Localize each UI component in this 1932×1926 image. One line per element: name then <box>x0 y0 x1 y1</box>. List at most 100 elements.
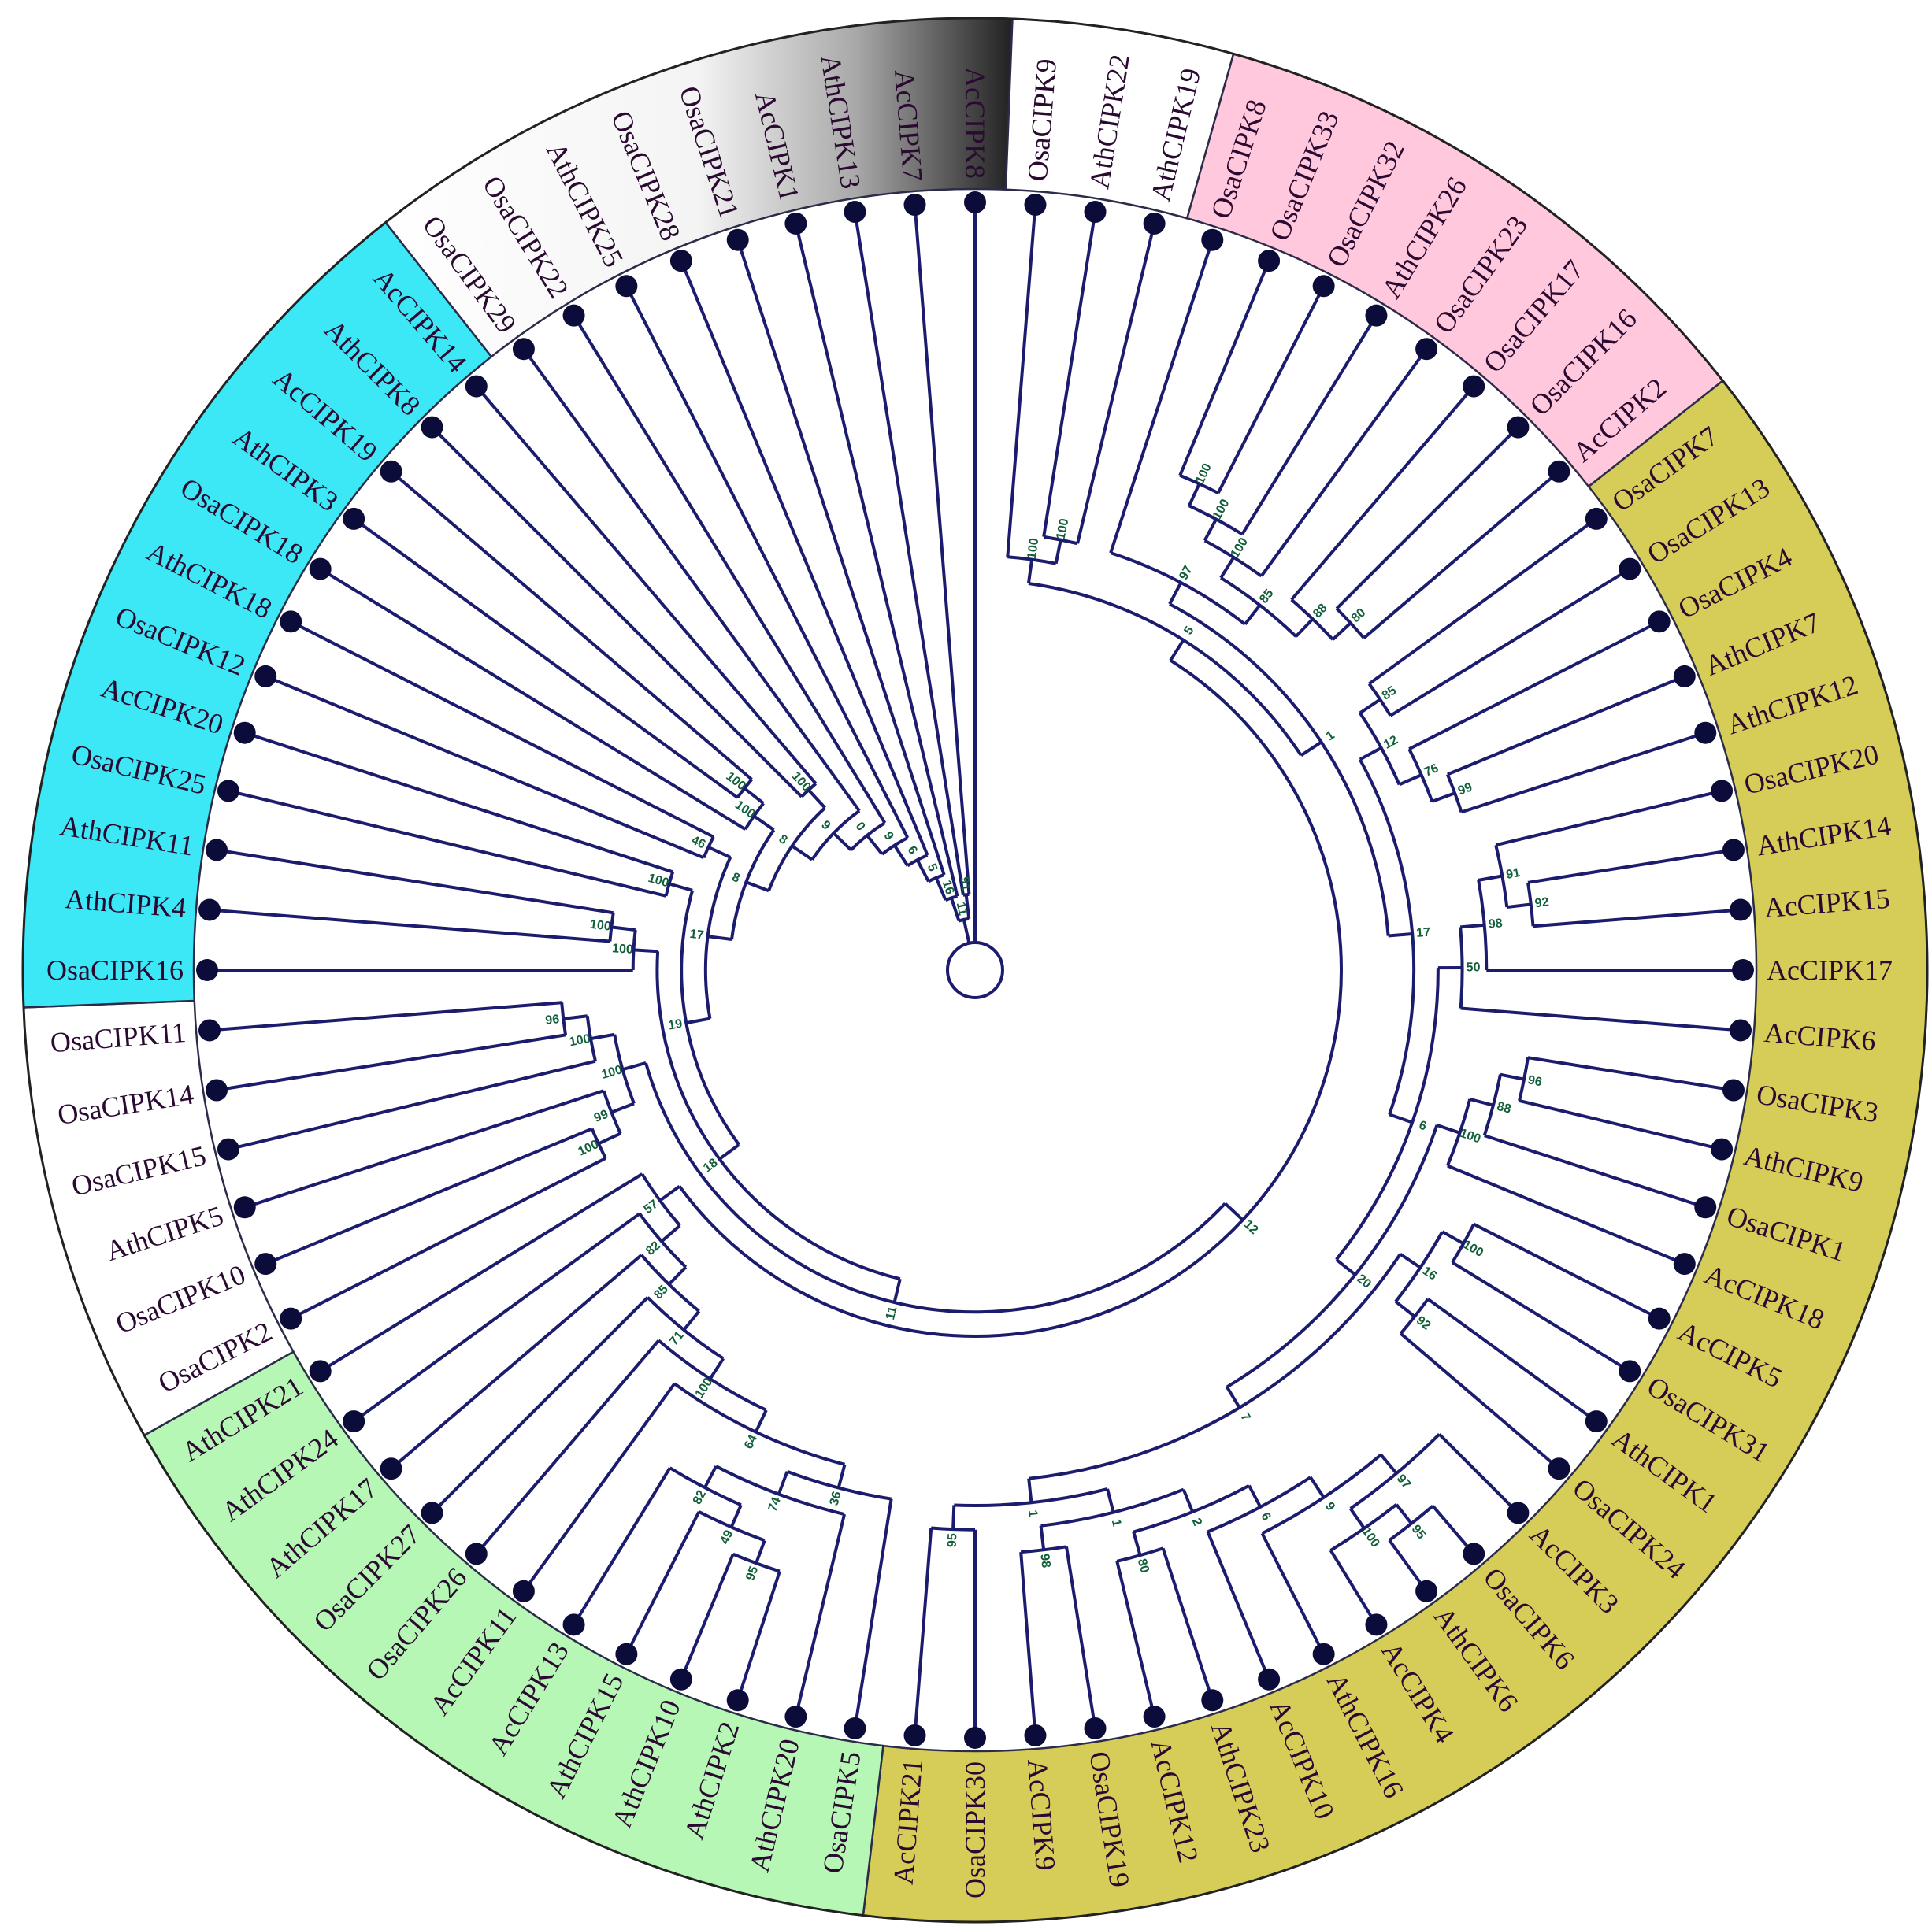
leaf-node <box>1732 959 1754 981</box>
branch <box>1065 1546 1097 1729</box>
leaf-node <box>1415 338 1438 361</box>
branch <box>680 1553 735 1680</box>
branch-arc <box>613 1034 636 1105</box>
branch <box>1359 698 1381 715</box>
branch <box>1400 1332 1560 1470</box>
leaf-node <box>1415 1580 1438 1602</box>
bootstrap-value: 96 <box>544 1013 560 1028</box>
branch <box>1408 620 1660 750</box>
branch-arc <box>678 659 1343 1338</box>
leaf-node <box>421 416 443 439</box>
branch <box>1335 1258 1356 1276</box>
bootstrap-value: 100 <box>612 942 634 957</box>
branch <box>390 1254 643 1470</box>
leaf-node <box>196 959 218 981</box>
branch <box>1206 1531 1270 1680</box>
leaf-node <box>784 1706 807 1728</box>
leaf-node <box>380 1457 402 1480</box>
bootstrap-value: 2 <box>1189 1517 1204 1528</box>
branch <box>1478 874 1503 882</box>
leaf-node <box>1312 1643 1335 1665</box>
branch <box>807 788 826 809</box>
branch <box>1168 582 1183 606</box>
leaf-node <box>726 1689 749 1712</box>
leaf-label: OsaCIPK30 <box>959 1761 991 1898</box>
bootstrap-value: 91 <box>1505 866 1522 882</box>
branch <box>1438 1433 1519 1514</box>
leaf-node <box>1694 1196 1717 1219</box>
leaf-node <box>615 275 638 298</box>
leaf-node <box>233 721 256 744</box>
branch <box>794 1513 847 1717</box>
branch <box>832 832 852 851</box>
leaf-label: OsaCIPK16 <box>46 954 184 986</box>
branch <box>1294 617 1315 638</box>
leaf-node <box>380 460 402 483</box>
leaf-node <box>1143 212 1166 235</box>
bootstrap-value: 5 <box>925 862 940 874</box>
leaf-node <box>1507 416 1530 439</box>
leaf-node <box>1619 1360 1641 1383</box>
bootstrap-value: 88 <box>1496 1100 1513 1117</box>
branch <box>1039 1525 1046 1550</box>
branch <box>853 1498 893 1729</box>
bootstrap-value: 100 <box>1054 517 1071 541</box>
leaf-node <box>1084 1717 1107 1739</box>
branch <box>1447 675 1685 776</box>
branch-arc <box>640 1254 700 1313</box>
branch <box>866 834 884 856</box>
bootstrap-value: 100 <box>647 872 670 891</box>
bootstrap-value: 98 <box>1037 1553 1052 1569</box>
branch <box>572 314 887 824</box>
bootstrap-value: 100 <box>1193 461 1214 486</box>
bootstrap-value: 1 <box>1324 728 1337 743</box>
branch <box>1389 567 1631 717</box>
branch <box>1244 604 1262 626</box>
leaf-node <box>1258 250 1281 272</box>
branch <box>951 1505 956 1530</box>
branch <box>794 223 959 897</box>
branch <box>598 1132 621 1146</box>
leaf-node <box>1585 507 1608 530</box>
branch <box>743 787 765 805</box>
branch <box>964 894 971 919</box>
branch <box>1335 426 1519 610</box>
bootstrap-value: 92 <box>1414 1313 1433 1332</box>
branch <box>708 1357 725 1380</box>
branch <box>736 239 946 876</box>
bootstrap-value: 6 <box>1417 1119 1428 1134</box>
branch <box>431 426 803 798</box>
branch <box>913 204 971 895</box>
branch <box>1389 1113 1413 1124</box>
branch <box>572 1467 672 1626</box>
branch <box>1076 223 1156 544</box>
branch <box>244 1089 605 1209</box>
leaf-label: AcCIPK17 <box>1767 954 1893 986</box>
branch <box>658 1184 680 1202</box>
leaf-node <box>309 557 332 580</box>
bootstrap-value: 36 <box>828 1490 844 1507</box>
branch-arc <box>680 890 740 1146</box>
branch <box>1027 1478 1033 1503</box>
branch-arc <box>1261 1454 1382 1535</box>
leaf-node <box>465 1543 488 1565</box>
leaf-node <box>309 1360 332 1383</box>
bootstrap-value: 8 <box>777 832 790 847</box>
branch <box>290 1157 606 1320</box>
branch <box>1460 1006 1741 1032</box>
branch <box>934 877 947 901</box>
leaf-node <box>1722 1079 1745 1102</box>
branch <box>1106 1488 1115 1513</box>
branch <box>1459 923 1485 929</box>
leaf-node <box>1024 194 1047 217</box>
leaf-node <box>1673 665 1696 687</box>
leaf-node <box>1463 1543 1485 1565</box>
branch-arc <box>1359 712 1401 786</box>
outer-ring <box>21 17 1929 1924</box>
branch <box>682 1309 701 1332</box>
bootstrap-value: 50 <box>1467 961 1481 974</box>
branch <box>836 1464 847 1489</box>
bootstrap-value: 97 <box>1177 564 1195 583</box>
branch <box>685 1017 710 1025</box>
